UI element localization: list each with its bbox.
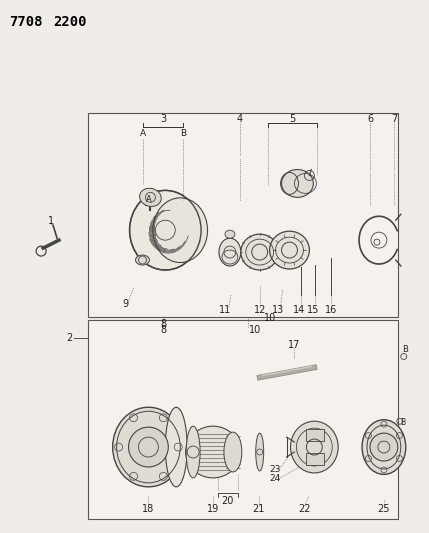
Ellipse shape: [362, 419, 406, 474]
Text: 7: 7: [391, 114, 397, 124]
Ellipse shape: [219, 238, 241, 266]
Ellipse shape: [224, 432, 242, 472]
Bar: [88, 320, 398, 519]
Circle shape: [370, 433, 398, 461]
Text: 10: 10: [263, 313, 276, 323]
Text: 23: 23: [269, 465, 280, 474]
Text: 9: 9: [123, 299, 129, 309]
Text: 12: 12: [254, 305, 266, 315]
Ellipse shape: [136, 255, 149, 265]
Text: B: B: [180, 129, 186, 138]
Text: 16: 16: [325, 305, 337, 315]
Text: 6: 6: [367, 114, 373, 124]
Text: 4: 4: [237, 114, 243, 124]
Text: A: A: [140, 129, 147, 138]
Ellipse shape: [281, 169, 313, 197]
Ellipse shape: [256, 433, 264, 471]
Ellipse shape: [153, 198, 208, 263]
Ellipse shape: [186, 426, 240, 478]
Text: 3: 3: [160, 114, 166, 124]
Text: 14: 14: [293, 305, 305, 315]
Bar: [306, 429, 324, 441]
Text: 13: 13: [272, 305, 284, 315]
Ellipse shape: [130, 190, 201, 270]
Bar: [306, 453, 324, 465]
Ellipse shape: [165, 407, 187, 487]
Bar: [88, 113, 398, 317]
Text: B: B: [402, 345, 408, 354]
Text: 24: 24: [269, 474, 280, 483]
Ellipse shape: [241, 234, 278, 270]
Text: 18: 18: [142, 504, 154, 514]
Ellipse shape: [290, 421, 338, 473]
Text: 2: 2: [66, 333, 73, 343]
Text: 17: 17: [288, 340, 301, 350]
Text: 11: 11: [219, 305, 231, 315]
Ellipse shape: [113, 407, 184, 487]
Text: 19: 19: [207, 504, 219, 514]
Text: 2200: 2200: [53, 15, 87, 29]
Text: 10: 10: [249, 325, 261, 335]
Text: 8: 8: [160, 319, 166, 329]
Text: 25: 25: [378, 504, 390, 514]
Ellipse shape: [139, 188, 161, 206]
Text: 7708: 7708: [9, 15, 43, 29]
Circle shape: [129, 427, 168, 467]
Text: 20: 20: [222, 496, 234, 506]
Text: 5: 5: [290, 114, 296, 124]
Ellipse shape: [225, 230, 235, 238]
Text: A: A: [145, 195, 151, 204]
Text: 22: 22: [298, 504, 311, 514]
Text: 21: 21: [253, 504, 265, 514]
Text: 15: 15: [307, 305, 320, 315]
Ellipse shape: [186, 426, 200, 478]
Ellipse shape: [270, 231, 309, 269]
Text: 8: 8: [160, 325, 166, 335]
Text: 1: 1: [48, 216, 54, 226]
Text: B: B: [400, 418, 405, 427]
